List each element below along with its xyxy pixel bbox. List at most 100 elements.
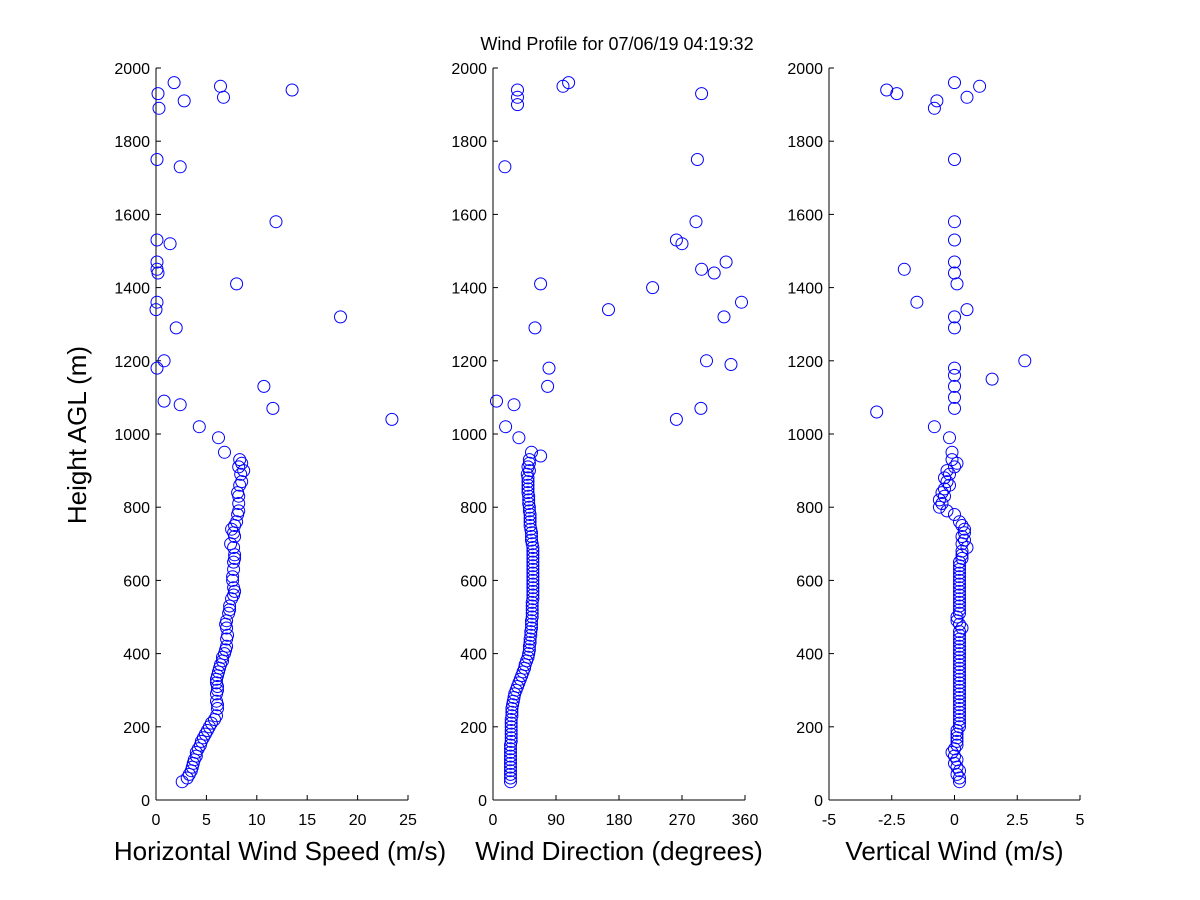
data-point: [211, 680, 224, 693]
y-tick-label: 1400: [787, 281, 823, 298]
data-point: [948, 508, 961, 521]
data-point: [223, 599, 237, 613]
x-tick-label: 5: [1076, 812, 1085, 829]
x-tick-label: 90: [547, 812, 565, 829]
data-point: [940, 464, 954, 478]
data-point: [196, 731, 210, 745]
y-tick-label: 2000: [114, 61, 150, 78]
data-points-speed: [149, 76, 399, 789]
data-point: [953, 562, 966, 576]
data-point: [150, 153, 164, 166]
data-point: [504, 738, 517, 752]
data-point: [953, 775, 966, 789]
data-point: [948, 390, 961, 404]
data-point: [522, 453, 536, 467]
x-tick-label: 0: [489, 812, 498, 829]
data-point: [177, 94, 191, 108]
figure-title: Wind Profile for 07/06/19 04:19:32: [480, 34, 753, 54]
data-point: [225, 522, 239, 536]
data-point: [945, 453, 959, 467]
y-tick-label: 0: [478, 793, 487, 810]
x-axis-label-direction: Wind Direction (degrees): [475, 836, 763, 866]
data-point: [938, 482, 951, 496]
data-point: [504, 771, 517, 785]
data-point: [930, 94, 944, 108]
data-point: [870, 405, 884, 419]
data-point: [897, 262, 911, 276]
data-point: [953, 672, 966, 686]
data-point: [504, 767, 517, 781]
x-tick-label: 0: [950, 812, 959, 829]
data-point: [940, 504, 954, 518]
data-point: [218, 445, 231, 459]
y-tick-label: 1200: [451, 354, 487, 371]
data-point: [522, 464, 536, 478]
data-point: [257, 379, 271, 393]
data-point: [646, 281, 660, 295]
data-point: [953, 680, 966, 693]
y-tick-label: 1600: [787, 207, 823, 224]
data-point: [953, 764, 966, 778]
y-tick-label: 1600: [114, 207, 150, 224]
data-point: [149, 303, 163, 317]
data-point: [269, 215, 283, 229]
x-tick-label: 5: [202, 812, 211, 829]
data-point: [953, 606, 966, 620]
y-tick-label: 400: [460, 647, 487, 664]
x-tick-label: -2.5: [878, 812, 906, 829]
data-point: [719, 255, 733, 269]
data-point: [220, 632, 234, 646]
x-tick-label: 15: [298, 812, 316, 829]
y-tick-label: 800: [796, 500, 823, 517]
data-point: [950, 724, 964, 737]
data-point: [953, 592, 966, 606]
y-tick-label: 600: [796, 573, 823, 590]
data-point: [225, 592, 239, 606]
data-point: [948, 266, 961, 280]
data-point: [167, 76, 181, 90]
chart-panel-direction: 0 200 400 600 800 1000 1200 1400 1600 1800 2000 0 90…: [451, 61, 762, 866]
data-point: [511, 90, 524, 104]
chart-panel-speed: 0 200 400 600 800 1000 1200 1400 1600 1800 2000 0 5 1…: [114, 61, 446, 866]
data-point: [526, 577, 540, 591]
data-point: [526, 562, 540, 576]
data-point: [184, 764, 198, 778]
data-point: [334, 310, 347, 324]
data-point: [690, 153, 704, 166]
data-point: [542, 361, 556, 375]
data-point: [935, 486, 949, 500]
data-point: [890, 87, 904, 101]
data-point: [953, 709, 966, 723]
data-point: [950, 610, 964, 624]
data-point: [953, 654, 966, 668]
data-point: [534, 277, 548, 291]
data-point: [525, 445, 538, 459]
y-tick-label: 0: [141, 793, 150, 810]
data-point: [169, 321, 183, 335]
y-tick-label: 2000: [787, 61, 823, 78]
data-point: [150, 295, 164, 309]
data-point: [602, 303, 615, 317]
data-point: [173, 160, 187, 174]
data-point: [953, 650, 966, 664]
data-point: [232, 460, 246, 474]
y-tick-label: 200: [460, 720, 487, 737]
x-axis-label-vertical: Vertical Wind (m/s): [845, 836, 1063, 866]
data-point: [960, 303, 974, 317]
data-point: [948, 368, 961, 382]
data-point: [953, 691, 966, 704]
data-point: [525, 526, 538, 540]
data-point: [950, 614, 964, 628]
data-point: [973, 79, 987, 93]
data-point: [932, 500, 946, 514]
data-point: [237, 464, 251, 478]
data-point: [523, 632, 537, 646]
data-point: [220, 621, 234, 635]
data-point: [150, 233, 164, 247]
data-point: [953, 577, 966, 591]
data-point: [210, 672, 223, 686]
data-point: [953, 570, 966, 584]
data-point: [525, 599, 539, 613]
data-point: [717, 310, 731, 324]
data-point: [953, 581, 966, 595]
